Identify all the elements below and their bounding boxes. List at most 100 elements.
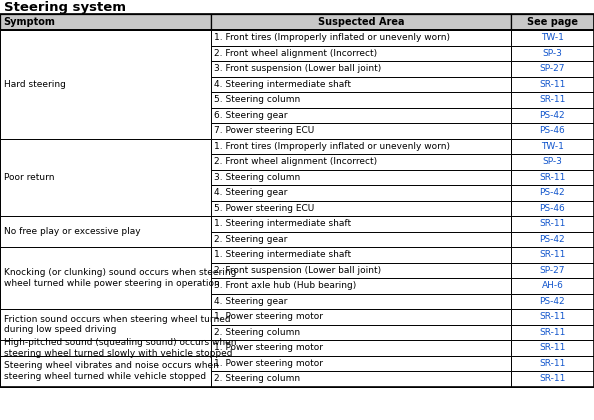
Text: SP-27: SP-27 (540, 266, 565, 275)
Bar (511, 61, 594, 76)
Text: 4. Steering intermediate shaft: 4. Steering intermediate shaft (214, 80, 351, 89)
Text: 6. Steering gear: 6. Steering gear (214, 111, 287, 120)
Bar (511, 371, 594, 386)
Text: 1. Steering intermediate shaft: 1. Steering intermediate shaft (214, 219, 351, 228)
Bar (211, 231, 511, 247)
Text: SR-11: SR-11 (539, 173, 565, 182)
Text: SR-11: SR-11 (539, 374, 565, 383)
Text: SR-11: SR-11 (539, 95, 565, 104)
Bar (211, 45, 511, 61)
Bar (0, 340, 211, 355)
Bar (211, 371, 511, 386)
Text: TW-1: TW-1 (541, 33, 564, 42)
Bar (511, 216, 594, 231)
Bar (511, 185, 594, 200)
Text: 2. Front suspension (Lower ball joint): 2. Front suspension (Lower ball joint) (214, 266, 381, 275)
Text: PS-42: PS-42 (539, 235, 565, 244)
Bar (211, 340, 511, 355)
Bar (211, 108, 511, 123)
Bar (511, 309, 594, 325)
Text: 1. Power steering motor: 1. Power steering motor (214, 343, 323, 352)
Bar (0, 247, 211, 309)
Text: 2. Steering column: 2. Steering column (214, 374, 300, 383)
Text: 1. Front tires (Improperly inflated or unevenly worn): 1. Front tires (Improperly inflated or u… (214, 33, 450, 42)
Text: 5. Power steering ECU: 5. Power steering ECU (214, 204, 314, 213)
Text: Knocking (or clunking) sound occurs when steering
wheel turned while power steer: Knocking (or clunking) sound occurs when… (4, 268, 236, 288)
Text: 1. Power steering motor: 1. Power steering motor (214, 359, 323, 368)
Text: PS-42: PS-42 (539, 188, 565, 197)
Bar (511, 76, 594, 92)
Bar (211, 76, 511, 92)
Bar (211, 200, 511, 216)
Bar (0, 139, 211, 216)
Bar (511, 278, 594, 294)
Text: See page: See page (527, 17, 578, 27)
Text: SR-11: SR-11 (539, 328, 565, 337)
Bar (511, 325, 594, 340)
Bar (0, 355, 211, 386)
Bar (211, 30, 511, 45)
Bar (0, 309, 211, 340)
Bar (0, 14, 594, 386)
Text: 2. Steering column: 2. Steering column (214, 328, 300, 337)
Bar (211, 294, 511, 309)
Bar (511, 247, 594, 262)
Bar (511, 231, 594, 247)
Bar (0, 30, 211, 139)
Bar (511, 108, 594, 123)
Bar (511, 92, 594, 108)
Text: 3. Front axle hub (Hub bearing): 3. Front axle hub (Hub bearing) (214, 281, 356, 290)
Text: 3. Front suspension (Lower ball joint): 3. Front suspension (Lower ball joint) (214, 64, 381, 73)
Text: AH-6: AH-6 (542, 281, 563, 290)
Text: 2. Front wheel alignment (Incorrect): 2. Front wheel alignment (Incorrect) (214, 157, 377, 166)
Bar (211, 92, 511, 108)
Bar (211, 247, 511, 262)
Text: SR-11: SR-11 (539, 312, 565, 321)
Text: Symptom: Symptom (3, 17, 55, 27)
Text: 1. Front tires (Improperly inflated or unevenly worn): 1. Front tires (Improperly inflated or u… (214, 142, 450, 151)
Bar (211, 355, 511, 371)
Bar (511, 170, 594, 185)
Bar (0, 216, 211, 247)
Bar (511, 262, 594, 278)
Bar (211, 216, 511, 231)
Bar (211, 309, 511, 325)
Bar (511, 123, 594, 139)
Text: SR-11: SR-11 (539, 359, 565, 368)
Text: 2. Steering gear: 2. Steering gear (214, 235, 287, 244)
Text: Steering wheel vibrates and noise occurs when
steering wheel turned while vehicl: Steering wheel vibrates and noise occurs… (4, 361, 219, 381)
Text: Friction sound occurs when steering wheel turned
during low speed driving: Friction sound occurs when steering whee… (4, 315, 230, 334)
Text: Steering system: Steering system (4, 0, 126, 13)
Text: PS-46: PS-46 (539, 204, 565, 213)
Text: 3. Steering column: 3. Steering column (214, 173, 300, 182)
Text: SP-3: SP-3 (542, 49, 563, 58)
Text: 2. Front wheel alignment (Incorrect): 2. Front wheel alignment (Incorrect) (214, 49, 377, 58)
Text: SP-27: SP-27 (540, 64, 565, 73)
Text: 5. Steering column: 5. Steering column (214, 95, 300, 104)
Text: 1. Power steering motor: 1. Power steering motor (214, 312, 323, 321)
Text: No free play or excessive play: No free play or excessive play (4, 227, 141, 236)
Bar (511, 30, 594, 45)
Bar (211, 325, 511, 340)
Text: PS-46: PS-46 (539, 126, 565, 135)
Bar (211, 278, 511, 294)
Text: PS-42: PS-42 (539, 297, 565, 306)
Text: 4. Steering gear: 4. Steering gear (214, 297, 287, 306)
Bar (211, 139, 511, 154)
Text: High-pitched sound (squealing sound) occurs when
steering wheel turned slowly wi: High-pitched sound (squealing sound) occ… (4, 338, 236, 357)
Text: Hard steering: Hard steering (4, 80, 66, 89)
Bar (511, 355, 594, 371)
Bar (211, 185, 511, 200)
Bar (511, 294, 594, 309)
Bar (511, 200, 594, 216)
Bar (511, 340, 594, 355)
Bar (211, 170, 511, 185)
Text: 1. Steering intermediate shaft: 1. Steering intermediate shaft (214, 250, 351, 259)
Text: TW-1: TW-1 (541, 142, 564, 151)
Text: SP-3: SP-3 (542, 157, 563, 166)
Bar (211, 61, 511, 76)
Text: SR-11: SR-11 (539, 250, 565, 259)
Bar (211, 262, 511, 278)
Text: SR-11: SR-11 (539, 219, 565, 228)
Bar (211, 154, 511, 170)
